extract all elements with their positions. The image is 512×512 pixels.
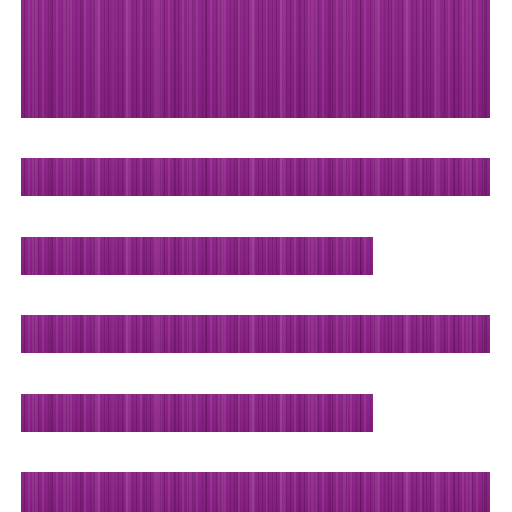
text-line-bar-full [21, 158, 490, 196]
text-line-bar-full [21, 315, 490, 353]
header-bar [21, 0, 490, 118]
text-line-bar-short [21, 394, 373, 432]
text-line-bar-full [21, 472, 490, 512]
text-line-bar-short [21, 237, 373, 275]
